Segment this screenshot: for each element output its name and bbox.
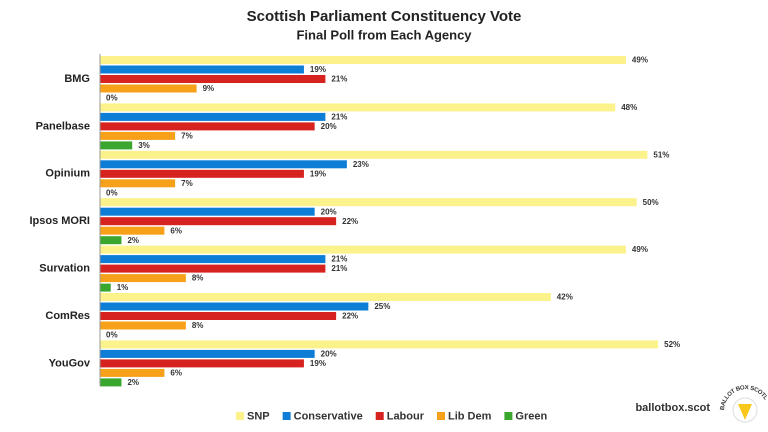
category-label: Panelbase bbox=[36, 120, 90, 132]
value-label: 22% bbox=[342, 217, 358, 226]
value-label: 8% bbox=[192, 321, 204, 330]
value-label: 0% bbox=[106, 94, 118, 103]
bar bbox=[100, 340, 659, 349]
value-label: 21% bbox=[331, 75, 347, 84]
bar bbox=[100, 359, 304, 368]
value-label: 49% bbox=[632, 245, 648, 254]
value-label: 50% bbox=[643, 198, 659, 207]
legend-swatch bbox=[236, 412, 244, 420]
bar bbox=[100, 84, 197, 93]
value-label: 9% bbox=[203, 84, 215, 93]
bar bbox=[100, 103, 616, 112]
value-label: 20% bbox=[321, 207, 337, 216]
value-label: 52% bbox=[664, 340, 680, 349]
bar bbox=[100, 274, 186, 283]
value-label: 6% bbox=[170, 226, 182, 235]
value-label: 21% bbox=[331, 255, 347, 264]
legend-label: SNP bbox=[247, 410, 270, 422]
legend-swatch bbox=[504, 412, 513, 420]
value-label: 1% bbox=[117, 283, 129, 292]
bar bbox=[100, 236, 122, 245]
value-label: 7% bbox=[181, 132, 193, 141]
bar bbox=[100, 245, 626, 254]
category-label: Opinium bbox=[45, 168, 90, 180]
value-label: 42% bbox=[557, 293, 573, 302]
value-label: 51% bbox=[653, 150, 669, 159]
bar bbox=[100, 112, 326, 121]
value-label: 2% bbox=[127, 378, 139, 387]
bar bbox=[100, 131, 176, 140]
bar bbox=[100, 169, 304, 178]
legend-label: Labour bbox=[387, 410, 425, 422]
legend-label: Lib Dem bbox=[448, 410, 492, 422]
bar bbox=[100, 349, 315, 358]
category-label: ComRes bbox=[45, 310, 90, 322]
category-label: Survation bbox=[39, 263, 90, 275]
source: ballotbox.scot bbox=[635, 402, 710, 414]
value-label: 2% bbox=[127, 236, 139, 245]
legend-swatch bbox=[375, 412, 384, 420]
bar bbox=[100, 302, 369, 311]
category-label: Ipsos MORI bbox=[29, 215, 90, 227]
value-label: 19% bbox=[310, 65, 326, 74]
value-label: 8% bbox=[192, 274, 204, 283]
bar bbox=[100, 56, 626, 64]
bar bbox=[100, 150, 648, 159]
bar bbox=[100, 179, 176, 188]
value-label: 19% bbox=[310, 169, 326, 178]
value-label: 22% bbox=[342, 312, 358, 321]
value-label: 0% bbox=[106, 331, 118, 340]
bar bbox=[100, 122, 315, 131]
value-label: 49% bbox=[632, 56, 648, 65]
bar bbox=[100, 312, 337, 320]
category-label: BMG bbox=[64, 73, 90, 85]
value-label: 25% bbox=[374, 302, 390, 311]
value-label: 23% bbox=[353, 160, 369, 169]
bar bbox=[100, 283, 111, 292]
value-label: 3% bbox=[138, 141, 150, 150]
bar bbox=[100, 368, 165, 377]
bar bbox=[100, 141, 133, 150]
bar bbox=[100, 293, 551, 301]
legend-swatch bbox=[437, 412, 445, 420]
value-label: 20% bbox=[321, 122, 337, 131]
value-label: 6% bbox=[170, 369, 182, 378]
value-label: 7% bbox=[181, 179, 193, 188]
bar bbox=[100, 160, 347, 169]
value-label: 48% bbox=[621, 103, 637, 112]
bar bbox=[100, 75, 326, 83]
bar bbox=[100, 226, 165, 235]
chart-subtitle: Final Poll from Each Agency bbox=[296, 27, 472, 42]
logo-mark bbox=[738, 404, 752, 420]
bar bbox=[100, 255, 326, 264]
bar bbox=[100, 321, 186, 330]
value-label: 0% bbox=[106, 188, 118, 197]
value-label: 19% bbox=[310, 359, 326, 368]
bar bbox=[100, 378, 122, 387]
bar bbox=[100, 217, 337, 226]
bar bbox=[100, 264, 326, 273]
legend-label: Green bbox=[515, 410, 547, 422]
bar bbox=[100, 65, 304, 74]
value-label: 20% bbox=[321, 350, 337, 359]
value-label: 21% bbox=[331, 264, 347, 273]
bar bbox=[100, 207, 315, 216]
value-label: 21% bbox=[331, 113, 347, 122]
bar bbox=[100, 198, 637, 207]
category-label: YouGov bbox=[49, 357, 91, 369]
legend-label: Conservative bbox=[294, 410, 363, 422]
legend-swatch bbox=[282, 412, 291, 420]
chart-title: Scottish Parliament Constituency Vote bbox=[247, 8, 522, 25]
